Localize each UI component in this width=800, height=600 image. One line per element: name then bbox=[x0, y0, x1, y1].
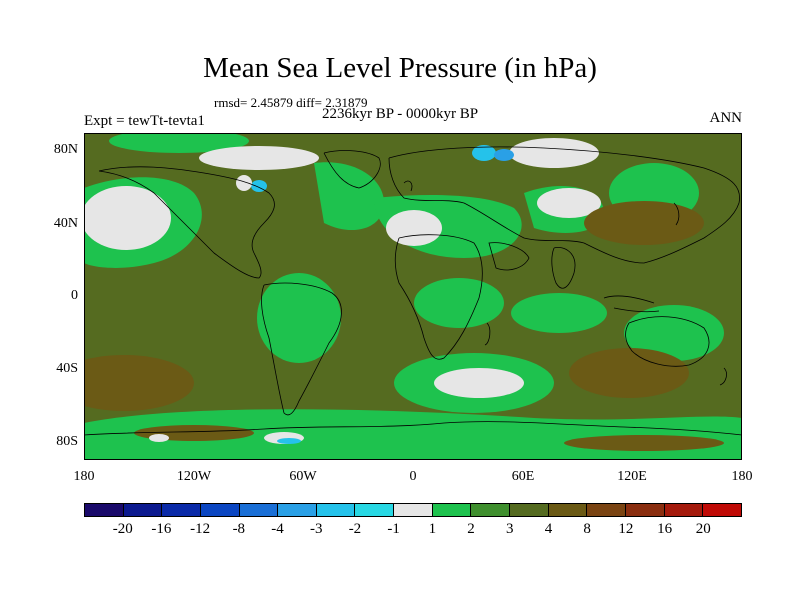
greenland-coast bbox=[323, 150, 381, 189]
season-label: ANN bbox=[709, 110, 743, 126]
lon-label-120w: 120W bbox=[176, 469, 212, 484]
brown-patch bbox=[84, 355, 194, 411]
lon-label-180w: 180 bbox=[73, 469, 95, 484]
colorbar-tick-label: 4 bbox=[544, 521, 553, 537]
experiment-label: Expt = tewTt-tevta1 bbox=[84, 113, 205, 129]
colorbar-tick-label: 8 bbox=[583, 521, 591, 537]
lat-label-80n: 80N bbox=[53, 142, 78, 157]
colorbar-cell bbox=[548, 504, 588, 516]
cyan-patch bbox=[277, 438, 301, 444]
green-patch bbox=[511, 293, 607, 333]
colorbar-tick-label: -12 bbox=[190, 521, 211, 537]
colorbar-cell bbox=[394, 504, 433, 516]
lat-label-0: 0 bbox=[71, 288, 78, 303]
green-patch bbox=[624, 305, 724, 361]
cyan-patch bbox=[472, 145, 496, 161]
india-coast bbox=[551, 246, 576, 289]
colorbar-cell bbox=[587, 504, 626, 516]
colorbar-cell bbox=[123, 504, 163, 516]
map-frame bbox=[84, 133, 742, 460]
lon-label-60w: 60W bbox=[289, 469, 317, 484]
green-patch bbox=[109, 133, 249, 153]
colorbar-tick-label: 20 bbox=[695, 521, 711, 537]
colorbar-cell bbox=[239, 504, 279, 516]
colorbar-tick-label: 12 bbox=[618, 521, 634, 537]
lon-label-0: 0 bbox=[409, 469, 417, 484]
colorbar-tick-label: -8 bbox=[232, 521, 246, 537]
australia-coast bbox=[625, 316, 710, 367]
brown-patch bbox=[584, 201, 704, 245]
colorbar-cell bbox=[432, 504, 472, 516]
new-zealand-coast bbox=[719, 367, 727, 386]
colorbar-cell bbox=[162, 504, 201, 516]
field-patches bbox=[84, 133, 742, 460]
colorbar-cell bbox=[316, 504, 356, 516]
south-america-coast bbox=[261, 282, 342, 416]
colorbar-cell bbox=[355, 504, 395, 516]
light-blue-patch bbox=[494, 149, 514, 161]
colorbar-tick-label: 16 bbox=[657, 521, 673, 537]
uk-coast bbox=[403, 180, 413, 192]
white-patch bbox=[149, 434, 169, 442]
colorbar-tick-label: -1 bbox=[387, 521, 400, 537]
colorbar-tick-label: -16 bbox=[151, 521, 172, 537]
colorbar-cell bbox=[625, 504, 665, 516]
colorbar-cell bbox=[278, 504, 317, 516]
antarctica-coast bbox=[84, 421, 742, 436]
green-patch bbox=[257, 273, 341, 363]
white-patch bbox=[509, 138, 599, 168]
white-patch bbox=[434, 368, 524, 398]
lon-label-60e: 60E bbox=[511, 469, 535, 484]
white-patch bbox=[199, 146, 319, 170]
rmsd-diff-stats: rmsd= 2.45879 diff= 2.31879 bbox=[214, 95, 368, 110]
colorbar-tick-label: -2 bbox=[348, 521, 362, 537]
indonesia-coast bbox=[603, 295, 660, 313]
colorbar-tick-label: -3 bbox=[309, 521, 323, 537]
arabia-coast bbox=[488, 242, 530, 271]
colorbar-tick-label: 2 bbox=[467, 521, 475, 537]
africa-coast bbox=[394, 234, 483, 360]
colorbar-cell bbox=[85, 504, 124, 516]
green-patch bbox=[414, 278, 504, 328]
brown-patch bbox=[569, 348, 689, 398]
pressure-map bbox=[84, 133, 742, 460]
lon-label-180e: 180 bbox=[731, 469, 753, 484]
lon-label-120e: 120E bbox=[617, 469, 647, 484]
colorbar-cell bbox=[471, 504, 511, 516]
colorbar-tick-label: -4 bbox=[271, 521, 284, 537]
colorbar-cell bbox=[510, 504, 549, 516]
madagascar-coast bbox=[484, 322, 491, 346]
colorbar-cell bbox=[664, 504, 704, 516]
green-patch bbox=[314, 162, 384, 231]
colorbar-tick-label: -20 bbox=[112, 521, 133, 537]
lat-label-80s: 80S bbox=[56, 434, 78, 449]
map-title: Mean Sea Level Pressure (in hPa) bbox=[203, 52, 597, 84]
colorbar-cell bbox=[703, 504, 741, 516]
colorbar-tick-label: 3 bbox=[506, 521, 514, 537]
coastlines bbox=[84, 146, 742, 436]
lat-label-40s: 40S bbox=[56, 361, 78, 376]
white-patch bbox=[236, 175, 252, 191]
north-america-coast bbox=[98, 166, 275, 279]
brown-patch bbox=[564, 435, 724, 451]
colorbar-tick-label: 1 bbox=[428, 521, 437, 537]
colorbar-cell bbox=[200, 504, 240, 516]
eurasia-coast bbox=[388, 146, 740, 264]
colorbar bbox=[84, 503, 742, 517]
time-period: 2236kyr BP - 0000kyr BP bbox=[322, 106, 479, 122]
white-patch bbox=[386, 210, 442, 246]
lat-label-40n: 40N bbox=[53, 216, 78, 231]
japan-coast bbox=[673, 202, 680, 226]
white-patch bbox=[537, 188, 601, 218]
white-patch bbox=[84, 186, 171, 250]
